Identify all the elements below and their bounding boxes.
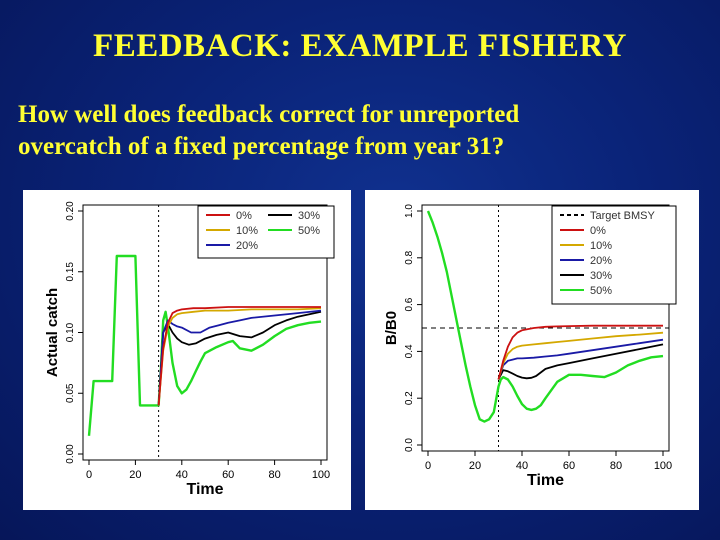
series-line-10pct	[497, 331, 664, 380]
y-tick-label: 0.10	[65, 322, 76, 342]
legend-label: 20%	[236, 240, 258, 252]
y-tick-label: 0.20	[65, 201, 76, 221]
y-axis-title: B/B0	[383, 311, 400, 345]
y-tick-label: 0.8	[404, 250, 415, 264]
series-line-10pct	[157, 307, 322, 406]
subtitle-line-2: overcatch of a fixed percentage from yea…	[18, 133, 505, 160]
subtitle-line-1: How well does feedback correct for unrep…	[18, 101, 520, 128]
series-line-50pct	[426, 210, 664, 423]
legend-label: 20%	[590, 255, 612, 267]
legend-label: 10%	[590, 240, 612, 252]
legend-box	[551, 205, 677, 305]
legend-label: 10%	[236, 225, 258, 237]
y-tick-label: 0.2	[404, 391, 415, 405]
x-tick-label: 0	[86, 469, 92, 481]
y-tick-label: 0.0	[404, 438, 415, 452]
x-tick-label: 100	[654, 460, 672, 472]
actual-catch-chart: 0 20 40 60 80 100 0.00 0.05 0.10 0.15 0.20 Time Actu…	[44, 201, 335, 498]
y-tick-label: 0.15	[65, 262, 76, 282]
legend-label: 50%	[590, 285, 612, 297]
series-line-50pct	[87, 254, 322, 436]
y-tick-label: 1.0	[404, 204, 415, 218]
y-tick-label: 0.00	[65, 444, 76, 464]
x-axis-title: Time	[186, 481, 223, 498]
x-tick-label: 40	[516, 460, 528, 472]
legend-label: 0%	[236, 210, 252, 222]
series-line-30pct	[497, 343, 664, 380]
x-tick-label: 40	[176, 469, 188, 481]
biomass-ratio-chart-panel: 0 20 40 60 80 100 0.0 0.2 0.4 0.6 0.8 1.0 Time B/B0 Ta…	[365, 190, 699, 510]
legend-label: Target BMSY	[590, 210, 655, 222]
x-tick-label: 80	[268, 469, 280, 481]
actual-catch-chart-panel: 0 20 40 60 80 100 0.00 0.05 0.10 0.15 0.20 Time Actu…	[23, 190, 351, 510]
y-tick-label: 0.4	[404, 344, 415, 358]
x-tick-label: 20	[469, 460, 481, 472]
legend-label: 50%	[298, 225, 320, 237]
x-tick-label: 0	[425, 460, 431, 472]
legend-label: 0%	[590, 225, 606, 237]
series-line-0pct	[497, 324, 663, 380]
y-tick-label: 0.6	[404, 297, 415, 311]
x-tick-label: 80	[610, 460, 622, 472]
legend-label: 30%	[590, 270, 612, 282]
y-axis-title: Actual catch	[44, 288, 61, 377]
biomass-ratio-chart: 0 20 40 60 80 100 0.0 0.2 0.4 0.6 0.8 1.0 Time B/B0 Ta…	[383, 204, 677, 489]
legend-label: 30%	[298, 210, 320, 222]
x-tick-label: 60	[563, 460, 575, 472]
y-tick-label: 0.05	[65, 383, 76, 403]
x-tick-label: 60	[222, 469, 234, 481]
x-tick-label: 20	[129, 469, 141, 481]
series-line-0pct	[157, 306, 321, 406]
x-axis-title: Time	[527, 472, 564, 489]
series-line-20pct	[497, 338, 664, 380]
slide-title: FEEDBACK: EXAMPLE FISHERY	[93, 28, 627, 64]
series-line-30pct	[157, 310, 322, 406]
x-tick-label: 100	[312, 469, 330, 481]
